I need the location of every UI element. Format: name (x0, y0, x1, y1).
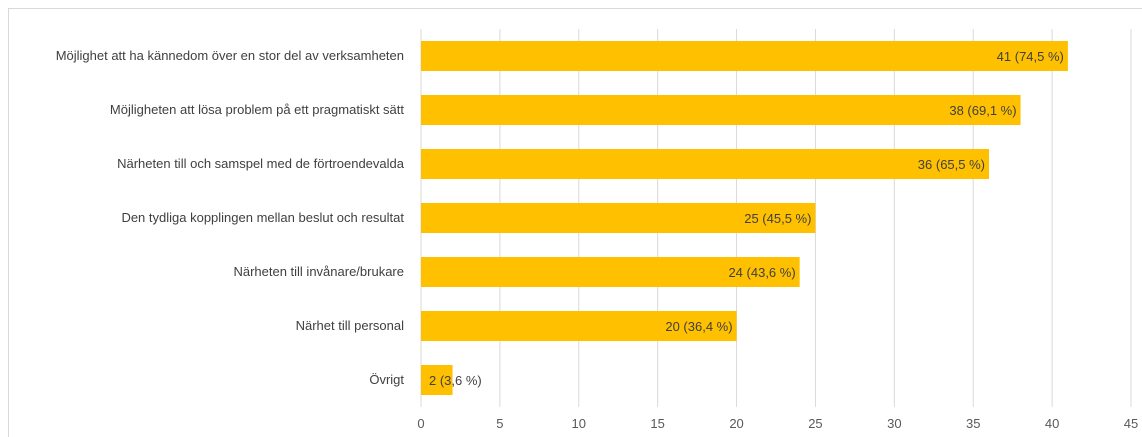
x-tick-label: 30 (887, 416, 901, 431)
data-label: 36 (65,5 %) (918, 157, 985, 172)
data-label: 25 (45,5 %) (744, 211, 811, 226)
bar (421, 365, 453, 395)
category-label: Möjligheten att lösa problem på ett prag… (110, 102, 404, 117)
x-tick-label: 20 (729, 416, 743, 431)
x-tick-label: 40 (1045, 416, 1059, 431)
category-label: Närheten till och samspel med de förtroe… (117, 156, 405, 171)
x-tick-label: 15 (650, 416, 664, 431)
data-label: 38 (69,1 %) (949, 103, 1016, 118)
bar (421, 203, 816, 233)
x-tick-label: 35 (966, 416, 980, 431)
x-tick-label: 10 (572, 416, 586, 431)
x-tick-label: 25 (808, 416, 822, 431)
data-label: 20 (36,4 %) (665, 319, 732, 334)
bar (421, 257, 800, 287)
bar (421, 149, 989, 179)
category-label: Övrigt (369, 372, 404, 387)
category-label: Den tydliga kopplingen mellan beslut och… (121, 210, 404, 225)
x-tick-label: 45 (1124, 416, 1138, 431)
bar (421, 311, 737, 341)
data-label: 24 (43,6 %) (728, 265, 795, 280)
category-label: Närheten till invånare/brukare (233, 264, 404, 279)
category-label: Närhet till personal (296, 318, 404, 333)
data-label: 2 (3,6 %) (429, 373, 482, 388)
bar (421, 41, 1068, 71)
data-label: 41 (74,5 %) (997, 49, 1064, 64)
category-label: Möjlighet att ha kännedom över en stor d… (56, 48, 404, 63)
chart-frame (8, 8, 1142, 437)
x-tick-label: 5 (496, 416, 503, 431)
bar (421, 95, 1021, 125)
x-tick-label: 0 (417, 416, 424, 431)
